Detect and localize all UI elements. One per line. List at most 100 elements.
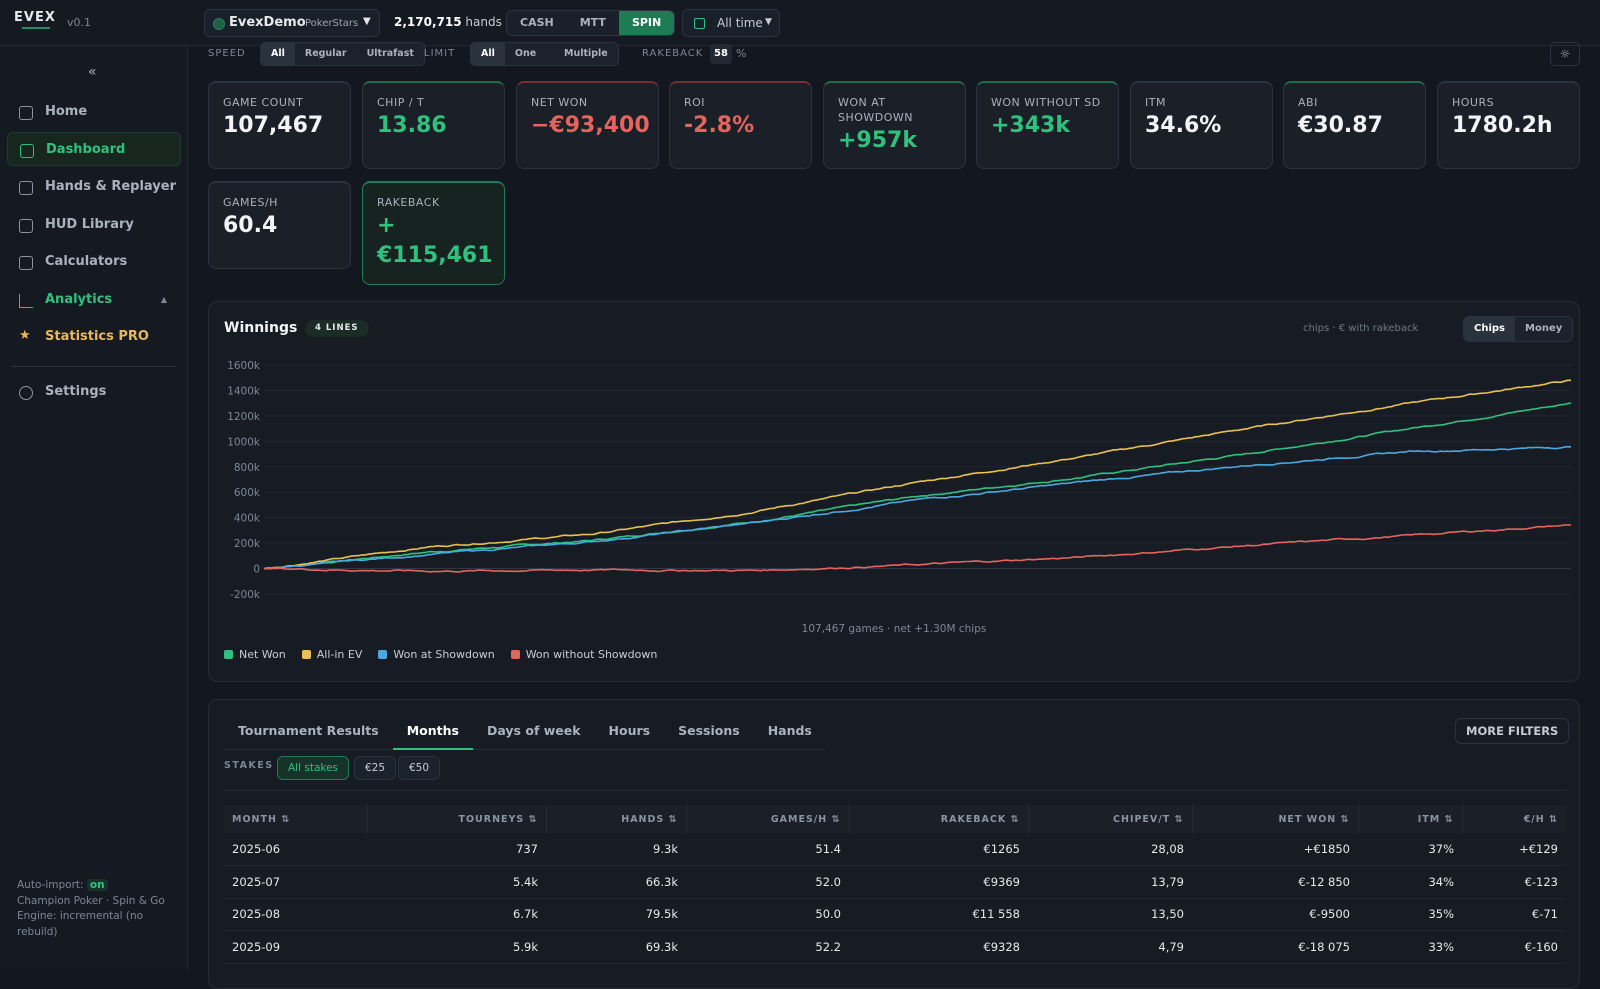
sidebar-item-label: Home <box>45 104 88 119</box>
hands-count: 2,170,715 <box>394 15 462 29</box>
stat-value: 60.4 <box>223 213 278 238</box>
tab-hands[interactable]: Hands <box>767 723 812 738</box>
table-cell: 52.0 <box>686 865 849 899</box>
legend-won-at-showdown[interactable]: Won at Showdown <box>378 648 495 661</box>
home-icon <box>19 106 33 120</box>
legend-swatch <box>378 650 388 659</box>
auto-import-status: Auto-import: on <box>17 878 177 894</box>
series-line-won-without-showdown <box>263 524 1571 573</box>
settings-icon[interactable]: ☼ <box>1550 42 1580 66</box>
table-cell: +€1850 <box>1192 833 1358 866</box>
collapse-sidebar-icon[interactable]: « <box>88 64 97 80</box>
table-cell: 79.5k <box>546 898 686 931</box>
table-row[interactable]: 2025-06 737 9.3k 51.4 €1265 28,08 +€1850 37% +€1… <box>224 833 1566 866</box>
gear-icon <box>19 386 33 400</box>
y-tick-label: 1400k <box>227 385 261 397</box>
column-header[interactable]: CHIPEV/T ⇅ <box>1028 805 1193 833</box>
limit-one-stake[interactable]: One stake <box>514 48 537 59</box>
column-header[interactable]: HANDS ⇅ <box>546 805 687 833</box>
game-type-toggle: CASH MTT SPIN <box>506 10 676 36</box>
stat-label: NET WON <box>531 96 588 109</box>
table-row[interactable]: 2025-07 5.4k 66.3k 52.0 €9369 13,79 €-12 850 34… <box>224 865 1566 899</box>
sidebar-item-statistics-pro[interactable]: ★ Statistics PRO <box>7 320 181 354</box>
toggle-chips[interactable]: Chips <box>1464 317 1515 341</box>
table-cell: 51.4 <box>686 833 849 866</box>
lines-badge: 4 LINES <box>305 320 369 337</box>
units-note: chips · € with rakeback <box>1303 323 1419 334</box>
game-type-spin[interactable]: SPIN <box>618 11 675 35</box>
stat-value: +343k <box>991 113 1070 138</box>
sidebar-item-calculators[interactable]: Calculators <box>7 245 181 279</box>
rakeback-input[interactable]: 58 <box>710 44 732 64</box>
speed-all[interactable]: All <box>261 43 295 65</box>
more-filters-button[interactable]: MORE FILTERS <box>1455 718 1570 744</box>
replayer-icon <box>19 181 33 195</box>
stat-card-net-won: NET WON −€93,400 <box>516 81 659 169</box>
table-cell: €-123 <box>1462 865 1566 899</box>
tab-tournament-results[interactable]: Tournament Results <box>238 723 379 738</box>
tab-hours[interactable]: Hours <box>608 723 651 738</box>
column-header[interactable]: NET WON ⇅ <box>1192 805 1359 833</box>
toggle-money[interactable]: Money <box>1525 323 1563 334</box>
months-table: MONTH ⇅ TOURNEYS ⇅ HANDS ⇅ GAMES/H ⇅ RAKEBAC… <box>224 805 1566 964</box>
legend-net-won[interactable]: Net Won <box>224 648 286 661</box>
table-cell: €9328 <box>849 930 1028 964</box>
stake-25[interactable]: €25 <box>354 756 397 780</box>
table-row[interactable]: 2025-08 6.7k 79.5k 50.0 €11 558 13,50 €-9500 35… <box>224 898 1566 931</box>
stat-card-itm: ITM 34.6% <box>1130 81 1273 169</box>
date-range-selector[interactable]: All time ▼ <box>682 9 780 37</box>
chevron-down-icon: ▼ <box>765 17 772 27</box>
game-type-mtt[interactable]: MTT <box>579 16 606 29</box>
stat-label: RAKEBACK <box>377 196 440 209</box>
sidebar-item-hands-replayer[interactable]: Hands & Replayer <box>7 170 181 204</box>
results-tabs: Tournament Results Months Days of week H… <box>224 722 826 750</box>
stat-value: + €115,461 <box>377 213 493 268</box>
table-cell: 2025-09 <box>224 930 367 964</box>
sidebar-item-settings[interactable]: Settings <box>7 375 181 409</box>
column-header[interactable]: GAMES/H ⇅ <box>686 805 850 833</box>
tab-months[interactable]: Months <box>392 722 473 750</box>
sidebar-item-hud-library[interactable]: HUD Library <box>7 208 181 242</box>
sidebar-item-home[interactable]: Home <box>7 95 181 129</box>
limit-label: LIMIT <box>424 48 456 59</box>
stat-label: GAMES/H <box>223 196 278 209</box>
table-cell: 13,50 <box>1028 898 1192 931</box>
limit-filter: All One stake Multiple <box>470 42 619 66</box>
tab-sessions[interactable]: Sessions <box>678 723 740 738</box>
column-header[interactable]: TOURNEYS ⇅ <box>367 805 547 833</box>
sidebar-item-label: Analytics <box>45 292 113 307</box>
limit-multiple[interactable]: Multiple <box>563 48 608 59</box>
legend-all-in-ev[interactable]: All-in EV <box>301 648 362 661</box>
winnings-chart[interactable]: 1600k 1400k 1200k 1000k 800k 600k 400k 200k 0 -20… <box>219 352 1571 622</box>
tab-days-of-week[interactable]: Days of week <box>486 723 581 738</box>
stat-label: HOURS <box>1452 96 1495 109</box>
sidebar-divider <box>12 366 176 367</box>
sidebar-item-analytics[interactable]: Analytics ▲ <box>7 283 181 317</box>
analytics-icon <box>19 294 33 308</box>
table-cell: 6.7k <box>367 898 546 931</box>
limit-all[interactable]: All <box>471 43 505 65</box>
expand-up-icon: ▲ <box>160 295 167 304</box>
table-row[interactable]: 2025-09 5.9k 69.3k 52.2 €9328 4,79 €-18 075 33%… <box>224 930 1566 964</box>
speed-ultrafast[interactable]: Ultrafast <box>366 48 414 59</box>
evex-logo[interactable]: EVEX <box>14 11 58 33</box>
speed-regular[interactable]: Regular <box>304 48 347 59</box>
chips-money-toggle: Chips Money <box>1463 316 1574 342</box>
y-tick-label: 200k <box>234 538 261 550</box>
column-header[interactable]: MONTH ⇅ <box>224 805 368 833</box>
stake-50[interactable]: €50 <box>398 756 441 780</box>
game-type-cash[interactable]: CASH <box>520 16 554 29</box>
account-selector[interactable]: EvexDemo PokerStars ▼ <box>204 9 380 37</box>
results-panel: Tournament Results Months Days of week H… <box>208 699 1580 989</box>
column-header[interactable]: RAKEBACK ⇅ <box>849 805 1029 833</box>
stake-all[interactable]: All stakes <box>277 756 350 780</box>
table-cell: 37% <box>1358 833 1462 866</box>
legend-won-without-showdown[interactable]: Won without Showdown <box>510 648 657 661</box>
sidebar-item-dashboard[interactable]: Dashboard <box>7 132 181 166</box>
table-cell: +€129 <box>1462 833 1566 866</box>
column-header[interactable]: €/H ⇅ <box>1462 805 1566 833</box>
y-tick-label: 0 <box>253 564 260 576</box>
table-cell: €-12 850 <box>1192 865 1358 899</box>
column-header[interactable]: ITM ⇅ <box>1358 805 1463 833</box>
top-bar: EVEX v0.1 EvexDemo PokerStars ▼ 2,170,71… <box>0 0 1600 46</box>
